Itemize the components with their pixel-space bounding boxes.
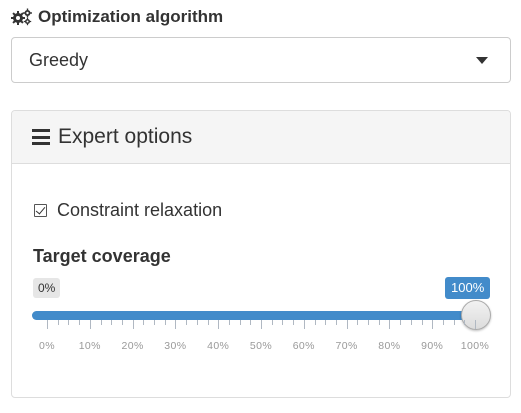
slider-min-badge: 0% [33,278,61,298]
slider-tick-label: 50% [249,340,273,352]
slider-major-tick [261,320,262,329]
slider-tick-label: 70% [335,340,358,352]
slider-tick-label: 20% [121,340,144,352]
slider-minor-tick [239,320,241,325]
slider-minor-tick [410,320,412,325]
constraint-relaxation-label: Constraint relaxation [57,200,223,220]
target-coverage-slider-handle[interactable] [461,300,491,330]
target-coverage-slider-fill [32,311,476,320]
slider-minor-tick [186,320,188,325]
slider-minor-tick [335,320,337,325]
expert-options-title: Expert options [58,125,193,148]
slider-minor-tick [453,320,455,325]
algorithm-label: Optimization algorithm [11,7,223,27]
slider-minor-tick [143,320,145,325]
slider-tick-label: 0% [39,340,55,352]
slider-minor-tick [111,320,113,325]
slider-tick-label: 80% [378,340,401,352]
slider-max-badge: 100% [445,277,491,299]
slider-minor-tick [121,320,123,325]
slider-minor-tick [68,320,70,325]
slider-major-tick [175,320,177,329]
algorithm-label-text: Optimization algorithm [38,7,224,26]
slider-minor-tick [154,320,155,325]
slider-tick-label: 30% [164,340,187,352]
chevron-down-icon [476,57,488,64]
slider-minor-tick [325,320,327,325]
slider-major-tick [218,320,220,329]
slider-minor-tick [378,320,380,325]
slider-minor-tick [368,320,369,325]
algorithm-selected-value: Greedy [29,49,89,70]
slider-major-tick [47,320,48,329]
target-coverage-label: Target coverage [33,246,171,266]
slider-minor-tick [207,320,209,325]
slider-tick-label: 90% [421,340,444,352]
slider-minor-tick [271,320,273,325]
constraint-relaxation-checkbox[interactable] [34,204,47,217]
slider-minor-tick [442,320,444,325]
expert-options-heading[interactable]: Expert options [12,111,510,164]
slider-minor-tick [421,320,423,325]
slider-grid: 0% 10% 20% 30% 40% 50% 60% 70% 80% 90% 100% [12,320,510,360]
slider-minor-tick [57,320,59,325]
slider-minor-tick [357,320,359,325]
slider-minor-tick [164,320,166,325]
slider-tick-label: 60% [292,340,315,352]
gears-icon [11,8,33,26]
bars-icon [32,129,50,145]
algorithm-select[interactable]: Greedy [11,37,511,83]
slider-major-tick [303,320,305,329]
expert-options-panel: Expert options Constraint relaxation Tar… [11,110,511,398]
slider-minor-tick [400,320,402,325]
slider-minor-tick [79,320,81,325]
slider-tick-label: 40% [207,340,230,352]
slider-minor-tick [282,320,284,325]
slider-minor-tick [100,320,102,325]
slider-major-tick [132,320,134,329]
slider-minor-tick [228,320,230,325]
target-coverage-slider-track[interactable] [32,311,476,320]
slider-minor-tick [196,320,198,325]
slider-major-tick [346,320,348,329]
slider-tick-label: 100% [460,340,490,352]
slider-major-tick [475,320,476,329]
slider-major-tick [89,320,91,329]
slider-major-tick [389,320,391,329]
slider-minor-tick [293,320,295,325]
slider-tick-label: 10% [78,340,101,352]
slider-minor-tick [464,320,466,325]
slider-major-tick [432,320,434,329]
constraint-relaxation-option[interactable]: Constraint relaxation [34,200,222,221]
slider-minor-tick [250,320,252,325]
slider-minor-tick [314,320,316,325]
